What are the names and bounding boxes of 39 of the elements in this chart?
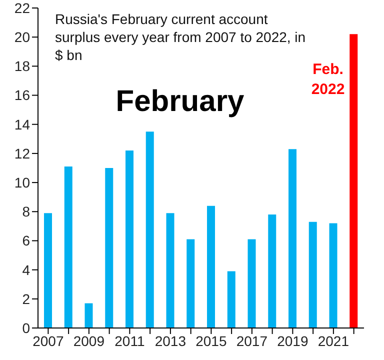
y-tick-label: 16	[14, 87, 30, 104]
bar	[84, 303, 93, 328]
y-tick-label: 0	[22, 320, 30, 336]
bar	[329, 223, 338, 328]
y-tick-label: 8	[22, 204, 30, 220]
bar	[227, 271, 236, 328]
annotation: Feb. 2022	[310, 60, 346, 100]
y-tick-label: 2	[22, 290, 30, 307]
y-tick-label: 4	[22, 262, 30, 278]
y-tick-label: 20	[14, 29, 30, 46]
x-tick-label: 2021	[318, 332, 350, 349]
bar	[44, 213, 52, 328]
bar	[146, 132, 154, 328]
bar	[105, 168, 114, 328]
y-tick-label: 12	[14, 145, 30, 162]
bar	[126, 150, 134, 328]
bar	[186, 239, 195, 328]
y-tick-label: 6	[22, 232, 30, 249]
bar	[268, 214, 276, 328]
y-tick-label: 10	[14, 174, 30, 191]
x-tick-label: 2017	[236, 332, 268, 349]
bar	[308, 222, 317, 328]
x-tick-label: 2007	[32, 332, 64, 349]
x-tick-label: 2015	[196, 332, 227, 349]
bar	[166, 213, 174, 328]
x-tick-label: 2011	[114, 332, 145, 349]
bar	[288, 149, 296, 328]
x-tick-label: 2019	[277, 332, 308, 349]
bar	[64, 166, 72, 328]
bar	[207, 206, 215, 328]
y-tick-label: 22	[14, 0, 30, 16]
y-tick-label: 14	[14, 116, 30, 132]
x-tick-label: 2009	[73, 332, 105, 349]
bar	[248, 239, 256, 328]
text: Russia's February current account surplus every year from 2007 to 2022, in $ bn	[55, 11, 306, 63]
annotation: February	[114, 85, 246, 119]
y-tick-label: 18	[14, 58, 30, 74]
x-tick-label: 2013	[154, 332, 186, 349]
bar	[350, 34, 358, 328]
